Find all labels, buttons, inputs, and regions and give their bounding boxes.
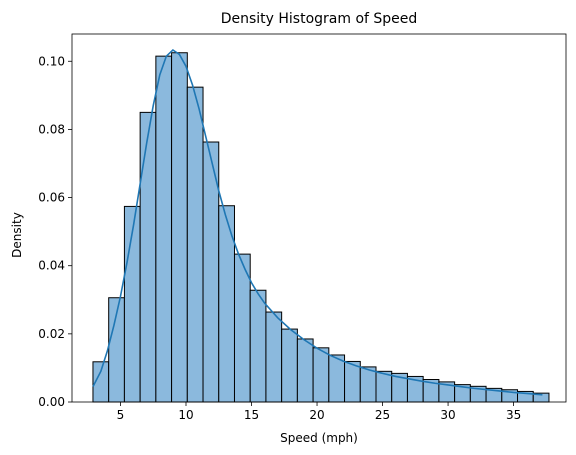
histogram-bar bbox=[249, 289, 267, 403]
x-axis-ticks: 5 10 15 20 25 30 35 bbox=[117, 402, 521, 422]
histogram-bar bbox=[359, 366, 377, 403]
y-axis-ticks: 0.00 0.02 0.04 0.06 0.08 0.10 bbox=[38, 54, 72, 409]
x-tick-label: 10 bbox=[178, 408, 193, 422]
y-tick-label: 0.04 bbox=[38, 259, 65, 273]
y-tick-label: 0.02 bbox=[38, 327, 65, 341]
y-tick-label: 0.00 bbox=[38, 395, 65, 409]
y-axis-label: Density bbox=[10, 212, 24, 258]
y-tick-label: 0.08 bbox=[38, 122, 65, 136]
histogram-bar bbox=[312, 347, 330, 403]
y-tick-label: 0.10 bbox=[38, 54, 65, 68]
histogram-bar bbox=[171, 52, 188, 403]
x-tick-label: 30 bbox=[440, 408, 455, 422]
histogram-bar bbox=[155, 55, 173, 403]
plot-frame bbox=[71, 33, 567, 403]
y-tick-label: 0.06 bbox=[38, 191, 65, 205]
x-tick-label: 15 bbox=[244, 408, 259, 422]
histogram-bar bbox=[281, 328, 298, 403]
x-tick-label: 5 bbox=[117, 408, 125, 422]
histogram-bar bbox=[328, 354, 346, 403]
chart-title: Density Histogram of Speed bbox=[221, 11, 418, 27]
histogram-bar bbox=[296, 338, 314, 403]
kde-curve bbox=[92, 48, 543, 396]
histogram-bar bbox=[139, 111, 157, 403]
x-tick-label: 25 bbox=[375, 408, 390, 422]
x-tick-label: 35 bbox=[506, 408, 521, 422]
x-axis-label: Speed (mph) bbox=[280, 431, 358, 445]
histogram-bar bbox=[186, 86, 204, 403]
histogram-bar bbox=[344, 360, 361, 403]
histogram-bar bbox=[265, 311, 283, 403]
histogram-bar bbox=[375, 370, 393, 403]
x-tick-label: 20 bbox=[309, 408, 324, 422]
histogram-bars bbox=[92, 52, 550, 403]
